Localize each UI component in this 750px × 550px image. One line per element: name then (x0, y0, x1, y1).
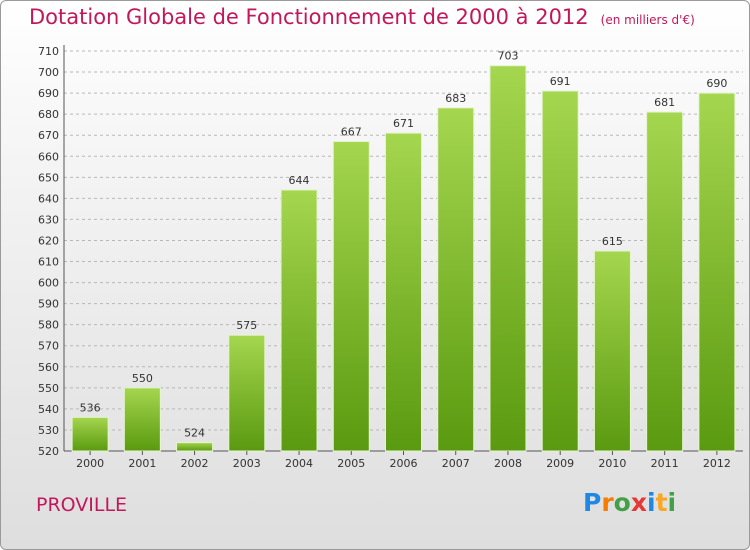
y-tick-label: 710 (38, 45, 59, 58)
bar (698, 92, 736, 452)
logo-letter: P (583, 488, 602, 517)
y-tick-label: 690 (38, 87, 59, 100)
logo-letter: x (630, 488, 647, 517)
y-tick-label: 650 (38, 171, 59, 184)
x-tick-label: 2011 (651, 457, 679, 470)
bar (646, 111, 684, 452)
bar (280, 189, 318, 452)
data-label: 575 (236, 319, 257, 332)
x-tick-label: 2008 (494, 457, 522, 470)
bar (541, 90, 579, 452)
y-tick-label: 550 (38, 382, 59, 395)
y-tick-label: 640 (38, 192, 59, 205)
logo-letter: t (655, 488, 668, 517)
data-label: 671 (393, 117, 414, 130)
bar (332, 141, 370, 452)
y-tick-label: 520 (38, 445, 59, 458)
y-tick-label: 560 (38, 361, 59, 374)
x-tick-label: 2004 (285, 457, 313, 470)
data-label: 683 (445, 92, 466, 105)
bar (176, 442, 214, 452)
bar (71, 416, 109, 452)
data-label: 644 (289, 174, 310, 187)
x-tick-labels: 2000 2001 2002 2003 2004 2005 2006 2007 2008 2009… (76, 451, 731, 470)
x-tick-label: 2003 (233, 457, 261, 470)
chart-title: Dotation Globale de Fonctionnement de 20… (29, 5, 589, 29)
logo-letter: i (647, 488, 656, 517)
bar (385, 132, 422, 452)
logo-letter: r (601, 488, 614, 517)
y-tick-label: 540 (38, 403, 59, 416)
proxiti-logo: Proxiti (583, 488, 676, 517)
y-tick-label: 610 (38, 256, 59, 269)
data-label: 691 (550, 75, 571, 88)
chart-title-block: Dotation Globale de Fonctionnement de 20… (29, 5, 695, 29)
y-tick-label: 620 (38, 234, 59, 247)
y-tick-labels: 520 530 540 550 560 570 580 590 600 610 620 630 640 6… (38, 45, 59, 458)
y-tick-label: 700 (38, 66, 59, 79)
x-tick-label: 2007 (442, 457, 470, 470)
bar (123, 387, 161, 452)
bar (228, 334, 266, 452)
y-tick-label: 680 (38, 108, 59, 121)
x-tick-label: 2002 (181, 457, 209, 470)
x-tick-label: 2006 (390, 457, 418, 470)
x-tick-label: 2009 (546, 457, 574, 470)
commune-name: PROVILLE (36, 494, 128, 516)
y-tick-label: 530 (38, 424, 59, 437)
data-label: 690 (706, 77, 727, 90)
logo-letter: i (667, 488, 677, 517)
x-tick-label: 2000 (76, 457, 104, 470)
data-label: 615 (602, 235, 623, 248)
y-tick-label: 670 (38, 129, 59, 142)
logo-letter: o (613, 488, 631, 517)
bar (593, 250, 631, 452)
data-label: 524 (184, 427, 205, 440)
x-tick-label: 2012 (703, 457, 731, 470)
data-label: 536 (80, 401, 101, 414)
chart-unit: (en milliers d'€) (600, 13, 695, 27)
data-labels: 536 550 524 575 644 667 671 683 703 691 615 681 690 (80, 50, 728, 440)
data-label: 681 (654, 96, 675, 109)
data-label: 667 (341, 126, 362, 139)
bar (489, 65, 527, 452)
bars (71, 65, 736, 452)
data-label: 703 (497, 50, 518, 63)
data-label: 550 (132, 372, 153, 385)
y-tick-label: 600 (38, 277, 59, 290)
y-tick-label: 660 (38, 150, 59, 163)
x-tick-label: 2001 (128, 457, 156, 470)
x-tick-label: 2010 (598, 457, 626, 470)
bar (437, 107, 475, 452)
y-tick-label: 630 (38, 213, 59, 226)
x-tick-label: 2005 (337, 457, 365, 470)
y-tick-label: 590 (38, 298, 59, 311)
y-tick-label: 570 (38, 340, 59, 353)
y-tick-label: 580 (38, 319, 59, 332)
